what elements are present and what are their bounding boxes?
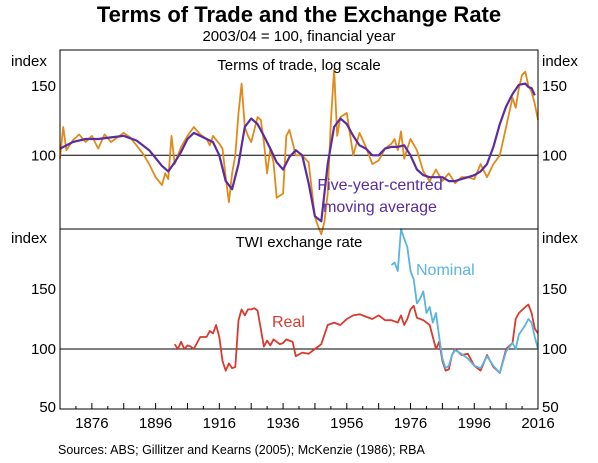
sources-note: Sources: ABS; Gillitzer and Kearns (2005… [58,443,425,457]
chart-subtitle: 2003/04 = 100, financial year [202,28,396,45]
real-twi-line [173,303,539,374]
nominal-twi-line [390,228,539,374]
legend-real: Real [272,314,305,331]
xtick-label-1896: 1896 [139,415,172,432]
xtick-label-1976: 1976 [394,415,427,432]
top-ytick-right-150: 150 [542,78,567,95]
top-ytick-left-150: 150 [31,78,56,95]
bottom-panel-title: TWI exchange rate [236,234,363,251]
bottom-ytick-left-150: 150 [31,281,56,298]
top-panel-title: Terms of trade, log scale [217,57,380,74]
xtick-label-2016: 2016 [521,415,554,432]
bottom-ytick-left-100: 100 [31,341,56,358]
xtick-label-1996: 1996 [458,415,491,432]
top-ytick-left-100: 100 [31,147,56,164]
ma-annotation-line2: moving average [323,199,437,216]
ma-annotation-line1: Five-year-centred [317,177,442,194]
top-ylabel-right: index [542,53,578,70]
legend-nominal: Nominal [416,262,475,279]
bottom-ylabel-left: index [11,230,47,247]
xtick-label-1956: 1956 [330,415,363,432]
bottom-ytick-right-150: 150 [542,281,567,298]
xtick-label-1936: 1936 [266,415,299,432]
xtick-label-1876: 1876 [75,415,108,432]
top-ylabel-left: index [11,53,47,70]
xtick-label-1916: 1916 [203,415,236,432]
chart-title: Terms of Trade and the Exchange Rate [96,2,502,27]
top-ytick-right-100: 100 [542,147,567,164]
moving-average-line [59,82,536,223]
bottom-ytick-right-100: 100 [542,341,567,358]
bottom-ytick-right-50: 50 [542,399,559,416]
bottom-ylabel-right: index [542,230,578,247]
bottom-ytick-left-50: 50 [39,399,56,416]
